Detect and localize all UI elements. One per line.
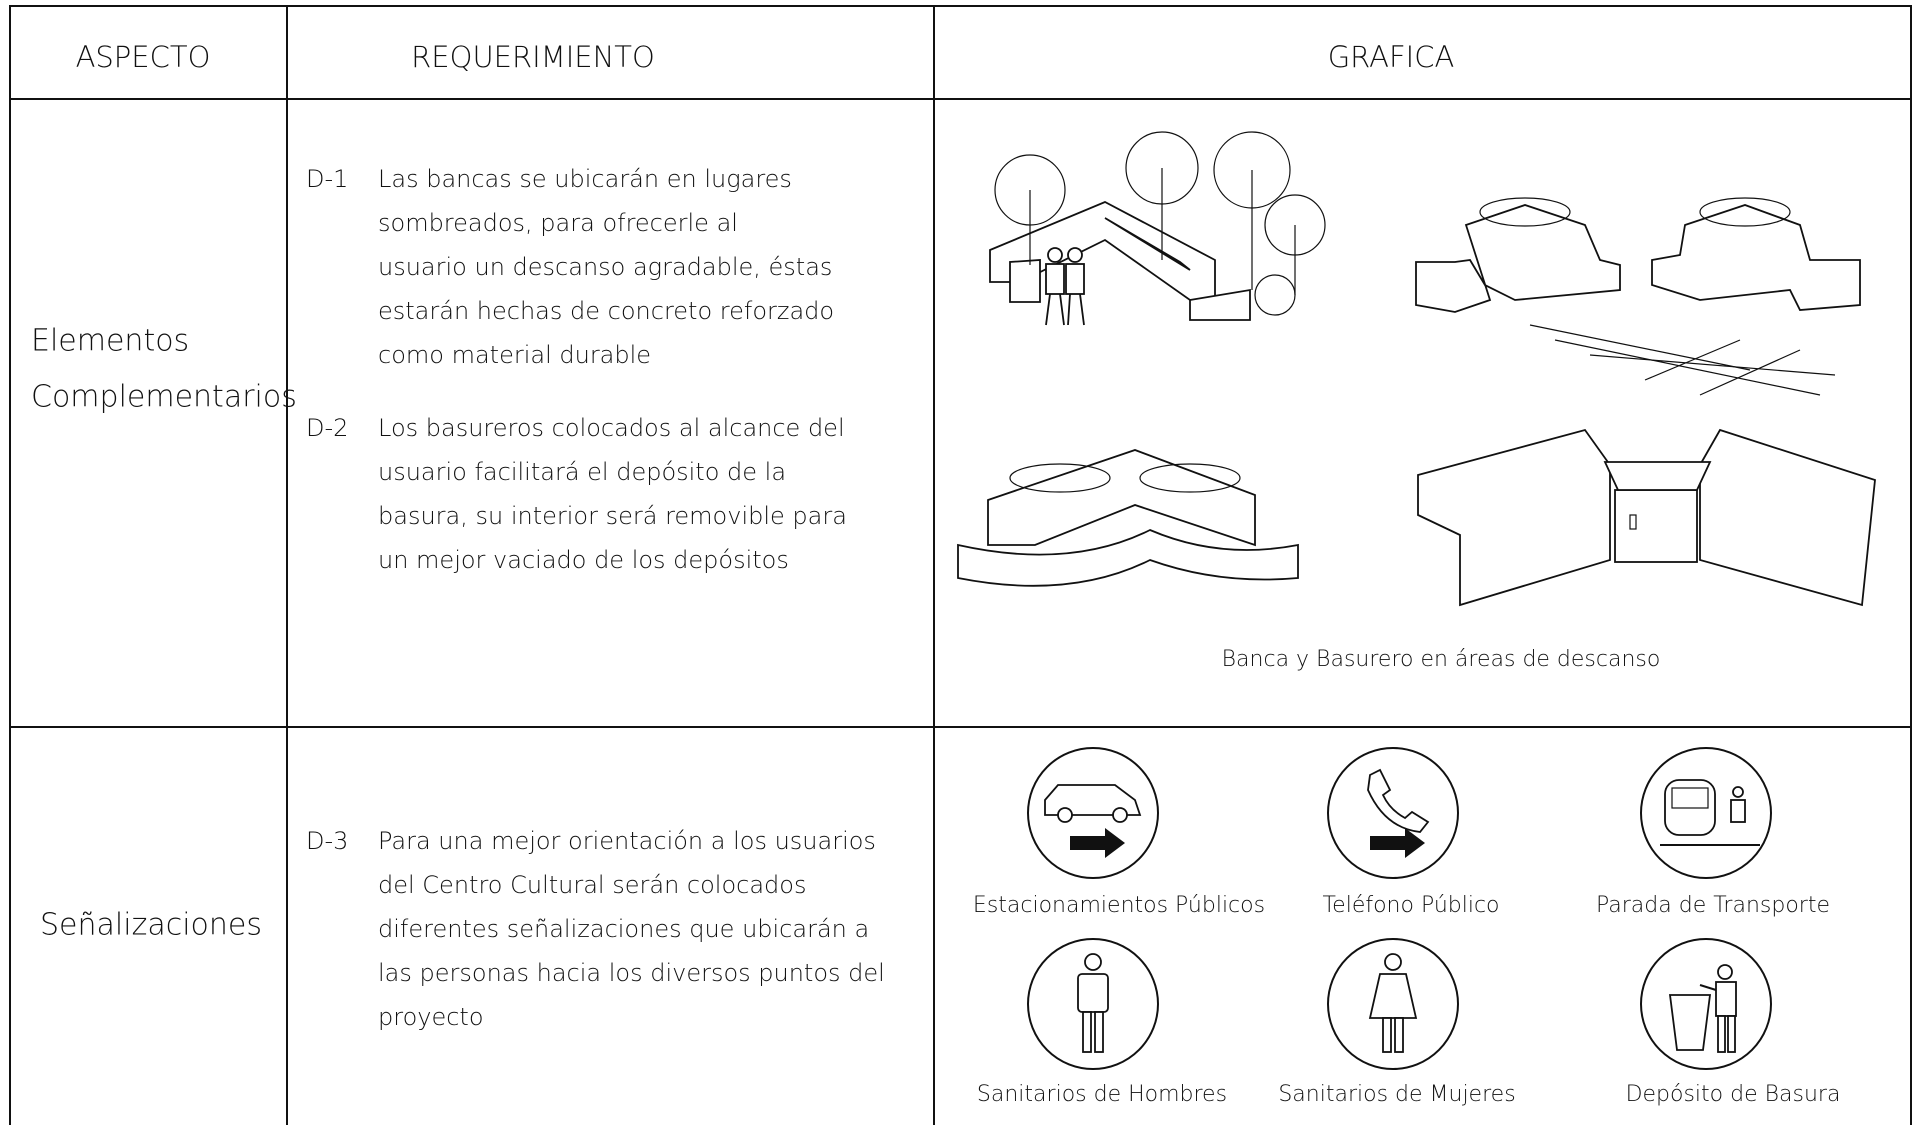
sign-bus-stop xyxy=(1640,747,1772,879)
header: REQUERIMIENTO xyxy=(411,40,655,74)
requirement-text: Las bancas se ubicarán en lugares xyxy=(378,165,792,193)
requirement-text: usuario un descanso agradable, éstas xyxy=(378,253,832,281)
bench-bin-drawing xyxy=(1417,428,1876,607)
requirement-text: sombreados, para ofrecerle al xyxy=(378,209,738,237)
requirement-text: como material durable xyxy=(378,341,651,369)
sign-caption: Depósito de Basura xyxy=(1626,1082,1841,1107)
sign-parking xyxy=(1027,747,1159,879)
header: ASPECTO xyxy=(76,40,211,74)
requirement-text: un mejor vaciado de los depósitos xyxy=(378,546,789,574)
requirement-text: las personas hacia los diversos puntos d… xyxy=(378,959,885,987)
requirement-text: Para una mejor orientación a los usuario… xyxy=(378,827,876,855)
sign-caption: Sanitarios de Mujeres xyxy=(1278,1082,1515,1107)
requirement-text: Los basureros colocados al alcance del xyxy=(378,414,845,442)
table-grid xyxy=(9,5,1912,1125)
sign-caption: Sanitarios de Hombres xyxy=(977,1082,1227,1107)
sign-caption: Estacionamientos Públicos xyxy=(973,893,1265,918)
aspect: Elementos xyxy=(31,324,189,359)
requirement-text: proyecto xyxy=(378,1003,484,1031)
requirement-text: estarán hechas de concreto reforzado xyxy=(378,297,834,325)
curved-planter-drawing xyxy=(957,449,1299,587)
sign-trash xyxy=(1640,938,1772,1070)
sign-caption: Parada de Transporte xyxy=(1596,893,1830,918)
requirement-code: D-3 xyxy=(306,827,348,855)
caption: Banca y Basurero en áreas de descanso xyxy=(1222,647,1661,672)
header: GRAFICA xyxy=(1328,40,1455,74)
sign-phone xyxy=(1327,747,1459,879)
bench-trees-drawing xyxy=(989,131,1326,326)
requirement-text: basura, su interior será removible para xyxy=(378,502,847,530)
requirement-code: D-1 xyxy=(306,165,348,193)
requirement-text: diferentes señalizaciones que ubicarán a xyxy=(378,915,869,943)
requirement-text: usuario facilitará el depósito de la xyxy=(378,458,786,486)
sign-men xyxy=(1027,938,1159,1070)
sign-caption: Teléfono Público xyxy=(1322,893,1499,918)
planter-bench-drawing xyxy=(1415,197,1861,396)
aspect: Complementarios xyxy=(31,380,297,415)
aspect: Señalizaciones xyxy=(40,908,262,943)
requirement-text: del Centro Cultural serán colocados xyxy=(378,871,806,899)
sign-women xyxy=(1327,938,1459,1070)
requirement-code: D-2 xyxy=(306,414,348,442)
